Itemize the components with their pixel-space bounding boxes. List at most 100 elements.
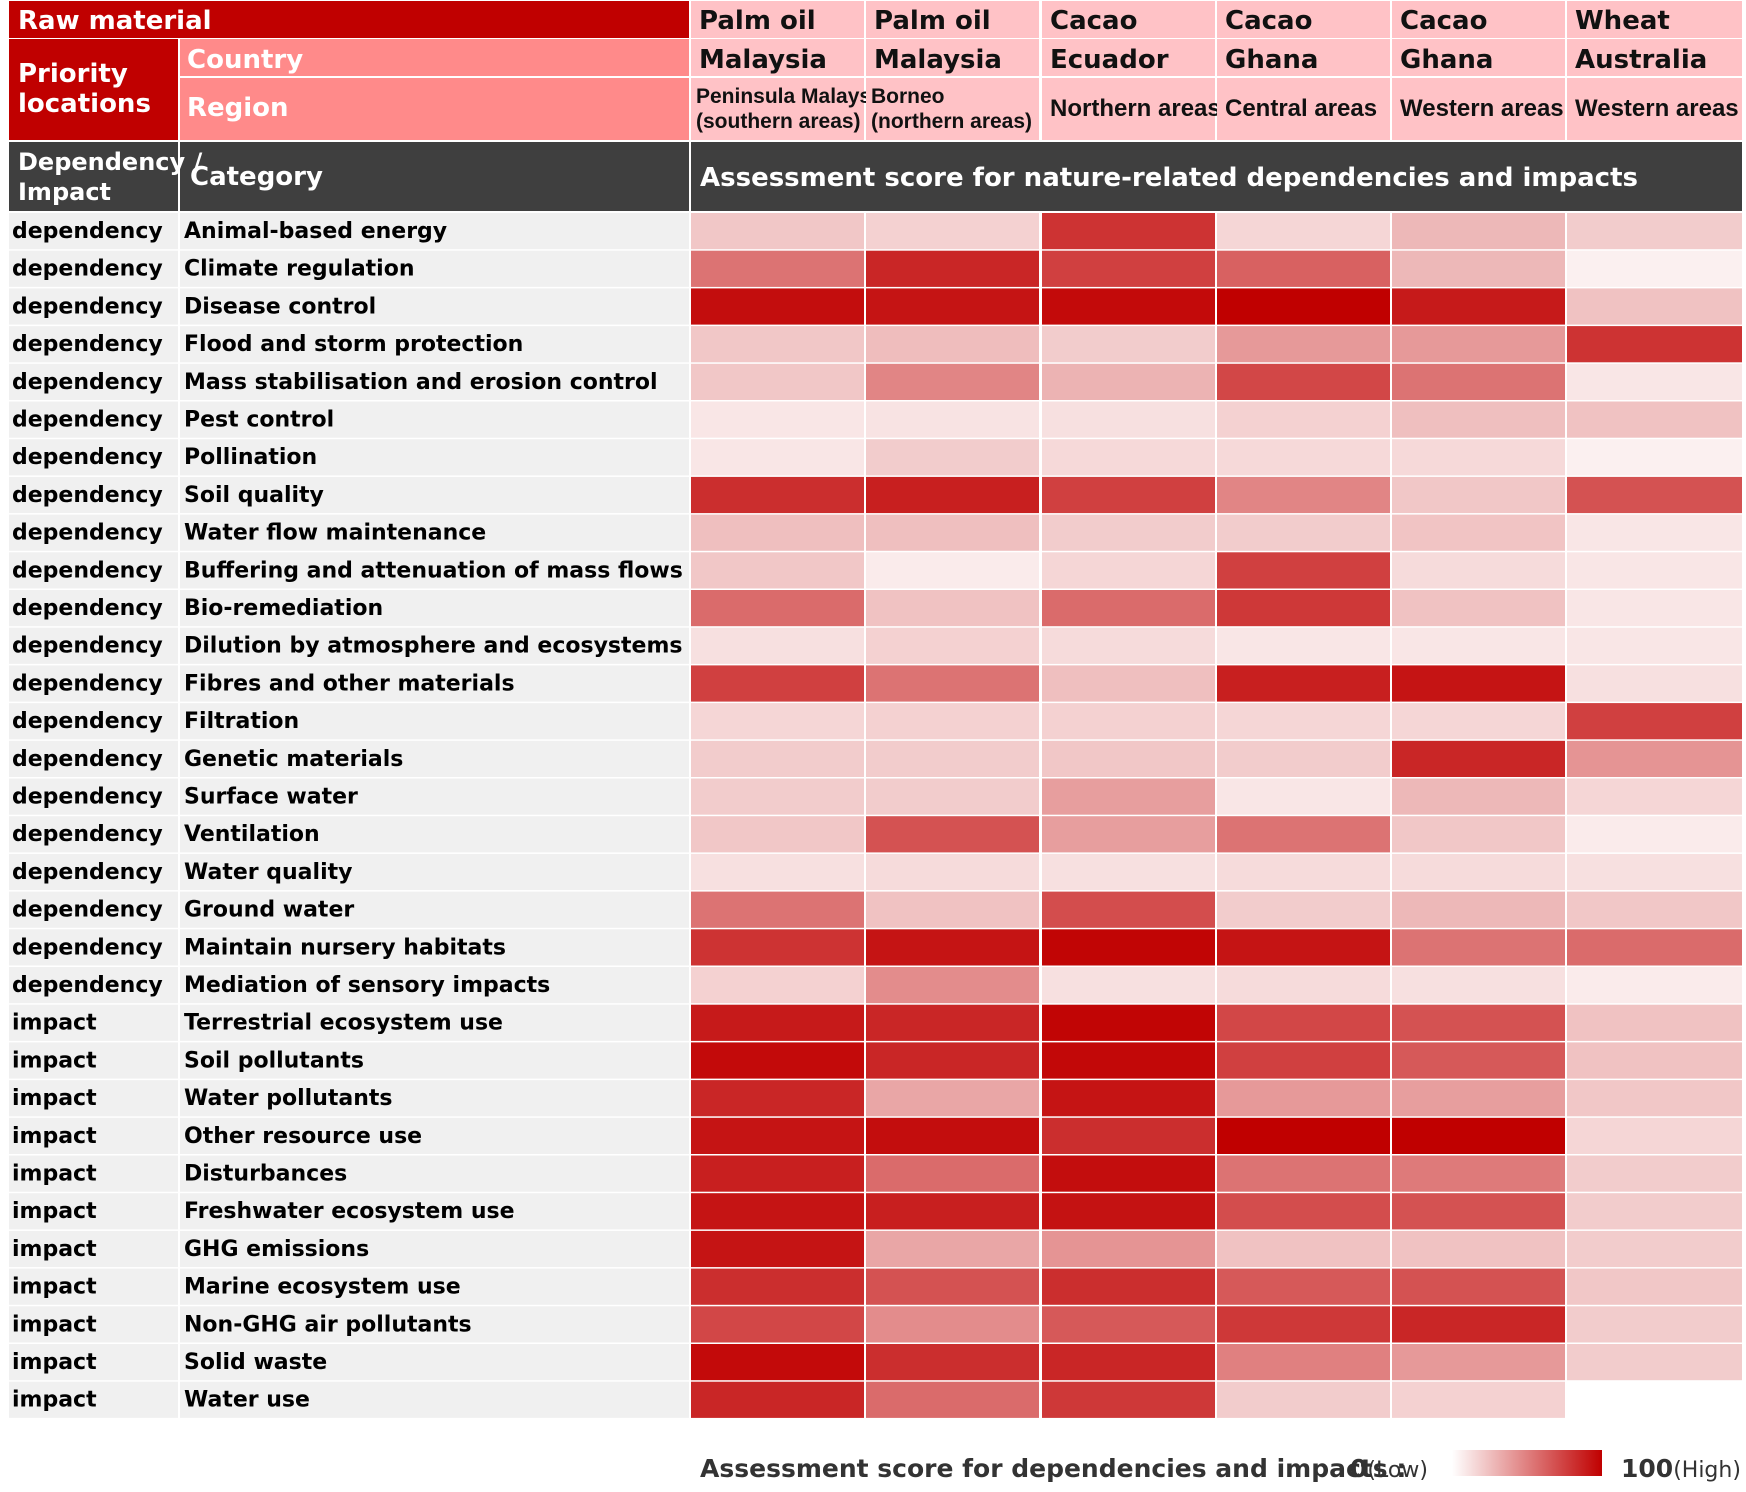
heatmap-cell xyxy=(691,590,864,627)
color-scale-legend: Assessment score for dependencies and im… xyxy=(700,1450,1741,1483)
heatmap-row: impact Water use xyxy=(9,1381,1565,1418)
row-category-cell xyxy=(180,891,689,928)
col-region: Western areas xyxy=(1400,95,1564,122)
row-type-cell xyxy=(9,552,178,589)
heatmap-cell xyxy=(1042,703,1215,740)
category-label: Category xyxy=(190,162,323,192)
heatmap-cell xyxy=(1217,967,1390,1004)
row-category: GHG emissions xyxy=(184,1237,369,1262)
heatmap-cell xyxy=(1567,740,1742,777)
heatmap-row: dependency Maintain nursery habitats xyxy=(9,929,1742,966)
heatmap-cell xyxy=(866,590,1039,627)
heatmap-row: dependency Animal-based energy xyxy=(9,213,1742,250)
heatmap-cell xyxy=(691,1080,864,1117)
heatmap-cell xyxy=(691,778,864,815)
row-type-cell xyxy=(9,288,178,325)
row-type: dependency xyxy=(12,483,163,508)
heatmap-cell xyxy=(1217,1155,1390,1192)
heatmap-cell xyxy=(1567,552,1742,589)
heatmap-cell xyxy=(1392,363,1565,400)
row-category: Solid waste xyxy=(184,1350,327,1375)
heatmap-cell xyxy=(1217,401,1390,438)
heatmap-cell xyxy=(1217,363,1390,400)
col-raw-material: Cacao xyxy=(1400,6,1487,36)
heatmap-row: dependency Buffering and attenuation of m… xyxy=(9,552,1742,589)
heatmap-cell xyxy=(1217,1306,1390,1343)
heatmap-cell xyxy=(1217,778,1390,815)
row-type-cell xyxy=(9,1117,178,1154)
col-header-country-cell xyxy=(1042,39,1215,76)
heatmap-cell xyxy=(1042,1193,1215,1230)
heatmap-cell xyxy=(1567,1306,1742,1343)
row-type: impact xyxy=(12,1388,97,1413)
heatmap-cell xyxy=(1042,1344,1215,1381)
heatmap-cell xyxy=(1567,891,1742,928)
row-type-cell xyxy=(9,703,178,740)
row-type: impact xyxy=(12,1312,97,1337)
row-type-cell xyxy=(9,778,178,815)
heatmap-cell xyxy=(1392,326,1565,363)
row-type-cell xyxy=(9,627,178,664)
row-type-cell xyxy=(9,816,178,853)
row-type-cell xyxy=(9,1344,178,1381)
heatmap-cell xyxy=(691,627,864,664)
col-header-country-cell xyxy=(1567,39,1742,76)
row-category: Pest control xyxy=(184,408,334,433)
row-category: Mass stabilisation and erosion control xyxy=(184,370,658,395)
heatmap-cell xyxy=(866,1155,1039,1192)
heatmap-row: dependency Mass stabilisation and erosion… xyxy=(9,363,1742,400)
col-region: Northern areas xyxy=(1050,95,1221,122)
row-type-cell xyxy=(9,891,178,928)
heatmap-cell xyxy=(691,1344,864,1381)
heatmap-row: impact GHG emissions xyxy=(9,1230,1742,1268)
heatmap-cell xyxy=(866,891,1039,928)
row-category-cell xyxy=(180,1117,689,1154)
dep-impact-header-cell xyxy=(9,142,178,211)
heatmap-cell xyxy=(1567,363,1742,400)
heatmap-row: dependency Water flow maintenance xyxy=(9,514,1742,551)
heatmap-cell xyxy=(691,514,864,551)
heatmap-cell xyxy=(866,514,1039,551)
heatmap-cell xyxy=(1217,891,1390,928)
heatmap-cell xyxy=(1042,1306,1215,1343)
row-category-cell xyxy=(180,816,689,853)
heatmap-cell xyxy=(1042,1268,1215,1305)
col-raw-material: Cacao xyxy=(1225,6,1312,36)
row-category-cell xyxy=(180,1344,689,1381)
heatmap-cell xyxy=(691,363,864,400)
row-category-cell xyxy=(180,703,689,740)
row-category-cell xyxy=(180,1080,689,1117)
heatmap-cell xyxy=(866,1193,1039,1230)
row-type-cell xyxy=(9,1042,178,1079)
legend-gradient-bar xyxy=(1452,1450,1602,1476)
heatmap-cell xyxy=(1392,590,1565,627)
heatmap-cell xyxy=(1567,288,1742,325)
heatmap-cell xyxy=(866,1042,1039,1079)
row-type: dependency xyxy=(12,860,163,885)
heatmap-cell xyxy=(1042,740,1215,777)
heatmap-cell xyxy=(1217,590,1390,627)
region-header-cell xyxy=(180,78,689,140)
heatmap-cell xyxy=(1042,816,1215,853)
row-category: Terrestrial ecosystem use xyxy=(184,1011,503,1036)
heatmap-cell xyxy=(1217,439,1390,476)
heatmap-cell xyxy=(1392,552,1565,589)
heatmap-cell xyxy=(691,816,864,853)
heatmap-row: impact Non-GHG air pollutants xyxy=(9,1306,1742,1343)
heatmap-row: dependency Genetic materials xyxy=(9,740,1742,777)
row-category: Maintain nursery habitats xyxy=(184,935,506,960)
heatmap-cell xyxy=(1042,213,1215,250)
heatmap-cell xyxy=(1217,665,1390,702)
heatmap-cell xyxy=(866,929,1039,966)
heatmap-cell xyxy=(1392,665,1565,702)
col-raw-material: Cacao xyxy=(1050,6,1137,36)
chart-title: Assessment score for nature-related depe… xyxy=(700,163,1638,193)
heatmap-cell xyxy=(691,439,864,476)
row-category-cell xyxy=(180,1381,689,1418)
row-type-cell xyxy=(9,213,178,250)
row-category-cell xyxy=(180,552,689,589)
row-category-cell xyxy=(180,514,689,551)
heatmap-cell xyxy=(1567,816,1742,853)
heatmap-row: impact Disturbances xyxy=(9,1155,1742,1192)
heatmap-cell xyxy=(1392,778,1565,815)
